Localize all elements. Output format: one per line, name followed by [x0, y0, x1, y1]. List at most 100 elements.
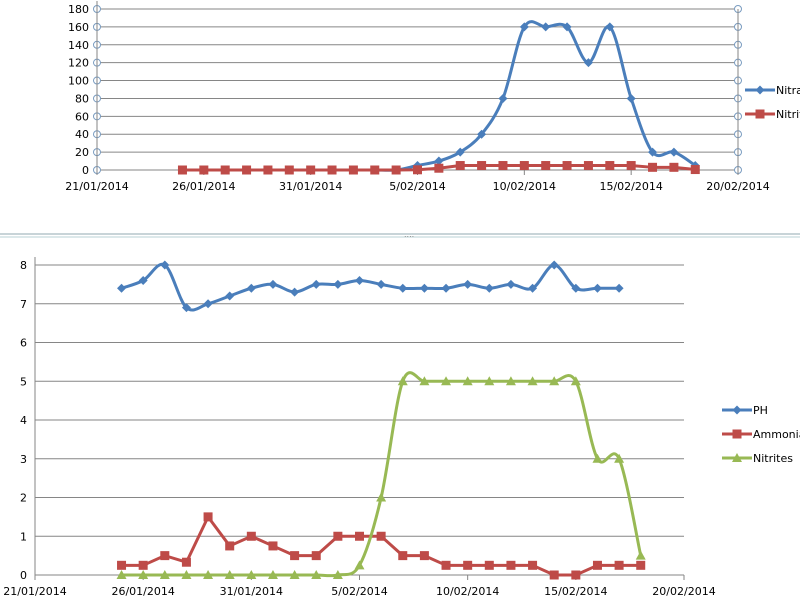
series-line-ammonia — [121, 515, 641, 577]
data-point-nitrites — [263, 165, 273, 175]
data-point-nitrites — [669, 162, 679, 172]
data-point-ph — [484, 283, 494, 293]
data-point-nitrites — [159, 570, 170, 579]
data-point-nitrites — [477, 161, 487, 171]
data-point-nitrites — [498, 161, 508, 171]
data-point-nitrates — [434, 156, 444, 166]
data-point-ph — [592, 283, 602, 293]
legend-label: Nitrates — [776, 84, 800, 97]
data-point-nitrites — [614, 453, 625, 463]
legend-marker — [755, 85, 765, 95]
data-point-nitrites — [519, 161, 529, 171]
y-tick-label: 0 — [20, 569, 27, 582]
data-point-nitrites — [242, 165, 252, 175]
data-point-ammonia — [333, 531, 343, 541]
data-point-nitrites — [370, 165, 380, 175]
x-tick-label: 5/02/2014 — [331, 585, 387, 598]
data-point-ammonia — [246, 531, 256, 541]
data-point-ammonia — [290, 551, 300, 561]
data-point-ammonia — [463, 560, 473, 570]
data-point-ammonia — [268, 541, 278, 551]
data-point-nitrites — [376, 492, 387, 502]
data-point-nitrites — [527, 376, 538, 386]
x-tick-label: 5/02/2014 — [389, 180, 445, 193]
data-point-ammonia — [203, 512, 213, 522]
data-point-nitrites — [327, 165, 337, 175]
pane-splitter[interactable]: .... — [0, 230, 800, 239]
series-line-ph — [121, 262, 620, 312]
data-point-ph — [246, 283, 256, 293]
data-point-ph — [463, 279, 473, 289]
data-point-nitrates — [498, 93, 508, 103]
legend-marker — [755, 109, 765, 119]
y-tick-label: 6 — [20, 337, 27, 350]
x-tick-label: 21/01/2014 — [65, 180, 128, 193]
data-point-ammonia — [614, 560, 624, 570]
data-point-ammonia — [181, 557, 191, 567]
data-point-ph — [268, 279, 278, 289]
data-point-nitrates — [519, 22, 529, 32]
data-point-ammonia — [571, 570, 581, 580]
data-point-nitrites — [348, 165, 358, 175]
series-line-nitrates — [182, 20, 697, 172]
data-point-ph — [419, 283, 429, 293]
data-point-ph — [376, 279, 386, 289]
x-tick-label: 26/01/2014 — [111, 585, 174, 598]
data-point-ammonia — [138, 560, 148, 570]
data-point-ph — [441, 283, 451, 293]
data-point-ammonia — [376, 531, 386, 541]
data-point-nitrites — [181, 570, 192, 579]
data-point-ph — [614, 283, 624, 293]
data-point-ph — [117, 283, 127, 293]
data-point-nitrites — [138, 570, 149, 579]
x-tick-label: 10/02/2014 — [436, 585, 499, 598]
y-tick-label: 140 — [68, 39, 89, 52]
data-point-ammonia — [419, 551, 429, 561]
data-point-ph — [290, 287, 300, 297]
data-point-nitrites — [455, 161, 465, 171]
data-point-ph — [528, 283, 538, 293]
y-tick-label: 80 — [75, 92, 89, 105]
data-point-nitrates — [583, 58, 593, 68]
data-point-ammonia — [355, 531, 364, 541]
data-point-nitrites — [332, 570, 343, 579]
data-point-ammonia — [549, 570, 559, 580]
x-tick-label: 15/02/2014 — [599, 180, 662, 193]
x-tick-label: 31/01/2014 — [279, 180, 342, 193]
data-point-nitrites — [570, 376, 581, 386]
y-tick-label: 5 — [20, 375, 27, 388]
legend-label: Nitrites — [753, 452, 793, 465]
data-point-nitrites — [391, 165, 401, 175]
data-point-nitrates — [477, 129, 487, 139]
data-point-nitrites — [541, 161, 551, 171]
data-point-ammonia — [441, 560, 451, 570]
y-tick-label: 4 — [20, 414, 27, 427]
svg-text:....: .... — [404, 230, 414, 239]
data-point-nitrites — [592, 453, 603, 463]
data-point-nitrites — [220, 165, 230, 175]
data-point-nitrites — [413, 165, 422, 175]
data-point-ph — [138, 276, 148, 285]
y-tick-label: 120 — [68, 57, 89, 70]
legend-label: Nitrites — [776, 108, 800, 121]
data-point-nitrites — [267, 570, 278, 579]
data-point-nitrites — [626, 161, 636, 171]
y-tick-label: 160 — [68, 21, 89, 34]
data-point-nitrites — [484, 376, 495, 386]
data-point-nitrites — [289, 570, 300, 579]
data-point-ammonia — [311, 551, 321, 561]
data-point-ammonia — [225, 541, 235, 551]
nitrates-chart: 0 20 40 60 80 100 120 140 160 180 21/01/2014 26/01/… — [65, 1, 800, 193]
y-tick-label: 40 — [75, 128, 89, 141]
data-point-nitrites — [311, 570, 322, 579]
data-point-nitrites — [199, 165, 209, 175]
data-point-nitrates — [562, 22, 572, 32]
data-point-ph — [355, 276, 364, 285]
data-point-nitrites — [605, 161, 615, 171]
data-point-nitrites — [441, 376, 452, 386]
data-point-nitrites — [690, 165, 700, 175]
data-point-nitrites — [549, 376, 560, 386]
data-point-ammonia — [506, 560, 516, 570]
data-point-nitrites — [505, 376, 516, 386]
